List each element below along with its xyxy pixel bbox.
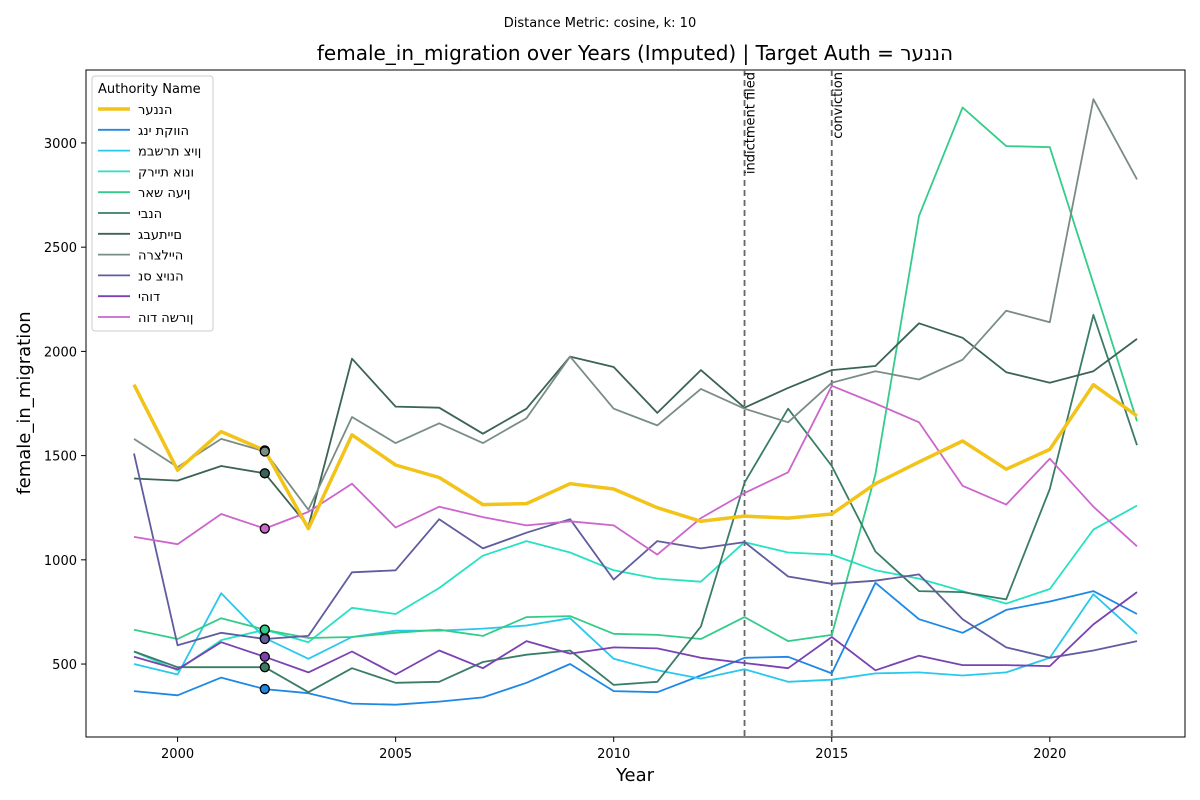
series-line	[133, 384, 1138, 556]
y-axis-ticks: 500 1000 1500 2000 2500 3000	[44, 137, 86, 673]
legend-label: ןויצ תרשבמ	[138, 145, 201, 160]
legend-label: ןורשה דוה	[138, 311, 193, 326]
legend-label: ןיעה שאר	[138, 186, 190, 201]
legend-box	[91, 75, 214, 332]
imputed-point	[259, 683, 270, 695]
x-tick-label: 2015	[815, 747, 848, 762]
series-line	[133, 313, 1138, 694]
legend-title: Authority Name	[98, 82, 201, 97]
x-tick-label: 2000	[161, 747, 194, 762]
x-axis-ticks: 2000 2005 2010 2015 2020	[161, 737, 1066, 762]
y-tick-label: 3000	[44, 137, 77, 152]
y-axis-label: female_in_migration	[14, 311, 35, 494]
series-line	[133, 504, 1138, 672]
legend-label: הווקת ינג	[138, 124, 189, 139]
series-line	[132, 382, 1139, 531]
imputed-point	[259, 633, 270, 645]
legend-label: היילצרה	[138, 249, 183, 264]
event-markers: indictment filed conviction	[744, 70, 846, 737]
imputed-point	[259, 468, 270, 479]
legend-items: הננער הווקת ינג ןויצ תרשבמ ונוא תיירק ןיעה ש…	[98, 103, 201, 326]
series-line	[133, 98, 1138, 511]
x-tick-label: 2005	[379, 747, 412, 762]
y-tick-label: 2500	[44, 241, 77, 256]
series-line	[133, 581, 1138, 706]
series-line	[133, 591, 1138, 676]
chart-title: female_in_migration over Years (Imputed)…	[317, 41, 953, 65]
event-label: conviction	[831, 72, 846, 139]
legend: Authority Name הננער הווקת ינג ןויצ תרשבמ ו…	[91, 75, 214, 332]
y-tick-label: 2000	[44, 345, 77, 360]
legend-label: ונוא תיירק	[138, 165, 194, 180]
x-tick-label: 2010	[597, 747, 630, 762]
series-line	[133, 592, 1138, 683]
event-label: indictment filed	[744, 72, 759, 174]
imputed-point	[259, 624, 270, 635]
legend-label: הנויצ סנ	[138, 269, 184, 284]
legend-label: הננער	[138, 103, 172, 118]
x-tick-label: 2020	[1033, 747, 1066, 762]
chart-suptitle: Distance Metric: cosine, k: 10	[504, 16, 696, 31]
legend-label: םייתעבג	[138, 228, 182, 243]
y-tick-label: 1500	[44, 450, 77, 465]
imputed-point	[259, 662, 270, 673]
y-tick-label: 1000	[44, 554, 77, 569]
series-lines	[132, 98, 1139, 706]
imputed-point	[259, 651, 270, 662]
imputed-point	[259, 446, 270, 457]
imputed-point	[259, 523, 270, 534]
imputed-points	[259, 445, 270, 695]
y-tick-label: 500	[52, 658, 77, 673]
series-line	[133, 453, 1138, 659]
legend-label: דוהי	[138, 290, 160, 305]
x-axis-label: Year	[615, 765, 655, 786]
plot-area	[85, 69, 1186, 738]
legend-label: הנבי	[138, 207, 162, 222]
